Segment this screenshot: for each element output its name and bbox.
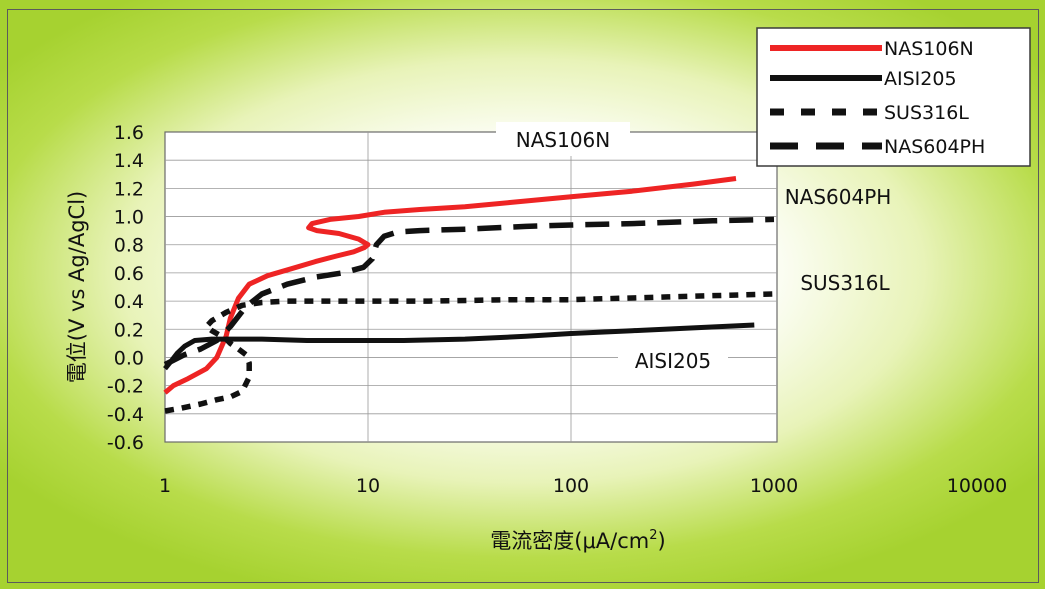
legend-label-nas604ph: NAS604PH — [884, 136, 985, 158]
y-tick-label: 1.6 — [114, 122, 144, 144]
x-tick-label: 10 — [356, 475, 380, 497]
series-line-sus316l — [164, 291, 775, 414]
y-tick-label: 1.0 — [114, 207, 144, 229]
legend-label-sus316l: SUS316L — [884, 102, 969, 124]
y-axis-label: 電位(V vs Ag/AgCl) — [65, 191, 89, 383]
y-tick-label: 0.4 — [114, 291, 144, 313]
y-tick-label: -0.4 — [107, 404, 144, 426]
x-tick-label: 1 — [159, 475, 171, 497]
y-tick-label: 0.8 — [114, 235, 144, 257]
grid-lines — [165, 132, 777, 442]
x-tick-label: 10000 — [947, 475, 1007, 497]
annotation-aisi205: AISI205 — [618, 343, 728, 377]
y-tick-label: 0.6 — [114, 263, 144, 285]
series-line-aisi205 — [163, 322, 755, 371]
y-tick-label: 1.2 — [114, 178, 144, 200]
y-tick-label: -0.2 — [107, 376, 144, 398]
x-tick-label: 100 — [553, 475, 589, 497]
legend-label-aisi205: AISI205 — [884, 68, 957, 90]
y-tick-label: -0.6 — [107, 432, 144, 454]
series-lines — [163, 176, 775, 414]
annotation-nas106n: NAS106N — [496, 122, 630, 156]
legend: NAS106N AISI205 SUS316L NAS604PH — [756, 27, 1031, 167]
plot-area — [164, 131, 778, 443]
x-axis-label: 電流密度(μA/cm2) — [490, 528, 665, 553]
svg-text:NAS106N: NAS106N — [516, 128, 610, 152]
y-tick-label: 1.4 — [114, 150, 144, 172]
x-tick-label: 1000 — [750, 475, 798, 497]
series-line-nas106n — [163, 176, 737, 395]
y-tick-labels: 1.6 1.4 1.2 1.0 0.8 0.6 0.4 0.2 0.0 -0.2 -0.4 -0.6 — [107, 122, 144, 454]
y-tick-label: 0.2 — [114, 319, 144, 341]
x-tick-labels: 1 10 100 1000 10000 — [159, 475, 1007, 497]
svg-text:SUS316L: SUS316L — [800, 271, 890, 295]
y-tick-label: 0.0 — [114, 347, 144, 369]
annotation-sus316l: SUS316L — [800, 271, 890, 295]
svg-text:NAS604PH: NAS604PH — [785, 185, 892, 209]
svg-text:AISI205: AISI205 — [635, 349, 711, 373]
legend-label-nas106n: NAS106N — [884, 38, 974, 60]
figure-frame — [7, 9, 1039, 583]
annotation-nas604ph: NAS604PH — [785, 185, 892, 209]
series-line-nas604ph — [163, 216, 775, 367]
